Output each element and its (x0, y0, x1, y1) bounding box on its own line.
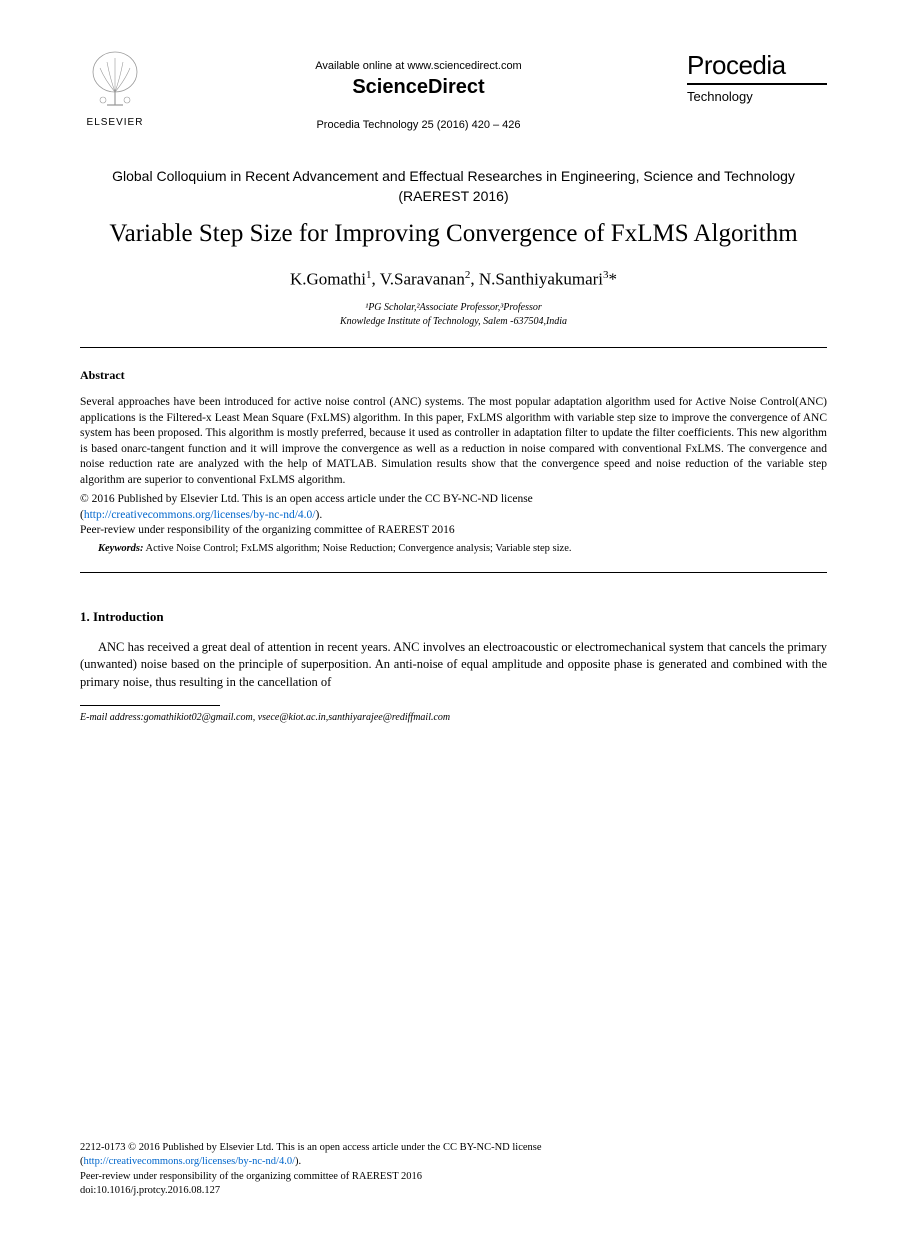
divider-bottom (80, 572, 827, 573)
copyright-line-1: © 2016 Published by Elsevier Ltd. This i… (80, 493, 533, 505)
footer-doi: doi:10.1016/j.protcy.2016.08.127 (80, 1185, 220, 1196)
license-link[interactable]: http://creativecommons.org/licenses/by-n… (84, 509, 316, 521)
keywords-label: Keywords: (98, 543, 144, 554)
procedia-main-text: Procedia (687, 50, 827, 85)
keywords-text: Active Noise Control; FxLMS algorithm; N… (144, 543, 572, 554)
introduction-text: ANC has received a great deal of attenti… (80, 639, 827, 692)
paper-title: Variable Step Size for Improving Converg… (80, 218, 827, 251)
citation-text: Procedia Technology 25 (2016) 420 – 426 (150, 119, 687, 131)
available-online-text: Available online at www.sciencedirect.co… (150, 60, 687, 72)
procedia-logo: Procedia Technology (687, 50, 827, 104)
footer-copyright: 2212-0173 © 2016 Published by Elsevier L… (80, 1142, 542, 1153)
footer-license-link[interactable]: http://creativecommons.org/licenses/by-n… (84, 1156, 296, 1167)
elsevier-label: ELSEVIER (87, 117, 144, 128)
author-2: V.Saravanan (380, 269, 465, 288)
author-1-sup: 1 (366, 269, 372, 281)
elsevier-logo: ELSEVIER (80, 50, 150, 128)
affiliation-line-2: Knowledge Institute of Technology, Salem… (80, 315, 827, 329)
affiliations: ¹PG Scholar,²Associate Professor,³Profes… (80, 301, 827, 329)
divider-top (80, 347, 827, 348)
footer-peer-review: Peer-review under responsibility of the … (80, 1171, 422, 1182)
email-label: E-mail address: (80, 712, 144, 723)
email-text: gomathikiot02@gmail.com, vsece@kiot.ac.i… (144, 712, 450, 723)
copyright-block: © 2016 Published by Elsevier Ltd. This i… (80, 492, 827, 523)
authors-line: K.Gomathi1, V.Saravanan2, N.Santhiyakuma… (80, 269, 827, 290)
peer-review-line: Peer-review under responsibility of the … (80, 523, 827, 539)
footer-block: 2212-0173 © 2016 Published by Elsevier L… (80, 1141, 827, 1198)
sciencedirect-logo: ScienceDirect (150, 76, 687, 99)
email-line: E-mail address:gomathikiot02@gmail.com, … (80, 712, 827, 723)
conference-title: Global Colloquium in Recent Advancement … (80, 167, 827, 206)
center-header: Available online at www.sciencedirect.co… (150, 50, 687, 131)
corresponding-mark: * (609, 269, 618, 288)
email-divider (80, 705, 220, 706)
abstract-text: Several approaches have been introduced … (80, 395, 827, 488)
author-3: N.Santhiyakumari (479, 269, 603, 288)
affiliation-line-1: ¹PG Scholar,²Associate Professor,³Profes… (80, 301, 827, 315)
introduction-heading: 1. Introduction (80, 609, 827, 625)
procedia-sub-text: Technology (687, 89, 827, 104)
keywords-line: Keywords: Active Noise Control; FxLMS al… (80, 543, 827, 554)
header-row: ELSEVIER Available online at www.science… (80, 50, 827, 131)
abstract-heading: Abstract (80, 368, 827, 383)
author-2-sup: 2 (465, 269, 471, 281)
elsevier-tree-icon (85, 50, 145, 115)
author-1: K.Gomathi (290, 269, 366, 288)
